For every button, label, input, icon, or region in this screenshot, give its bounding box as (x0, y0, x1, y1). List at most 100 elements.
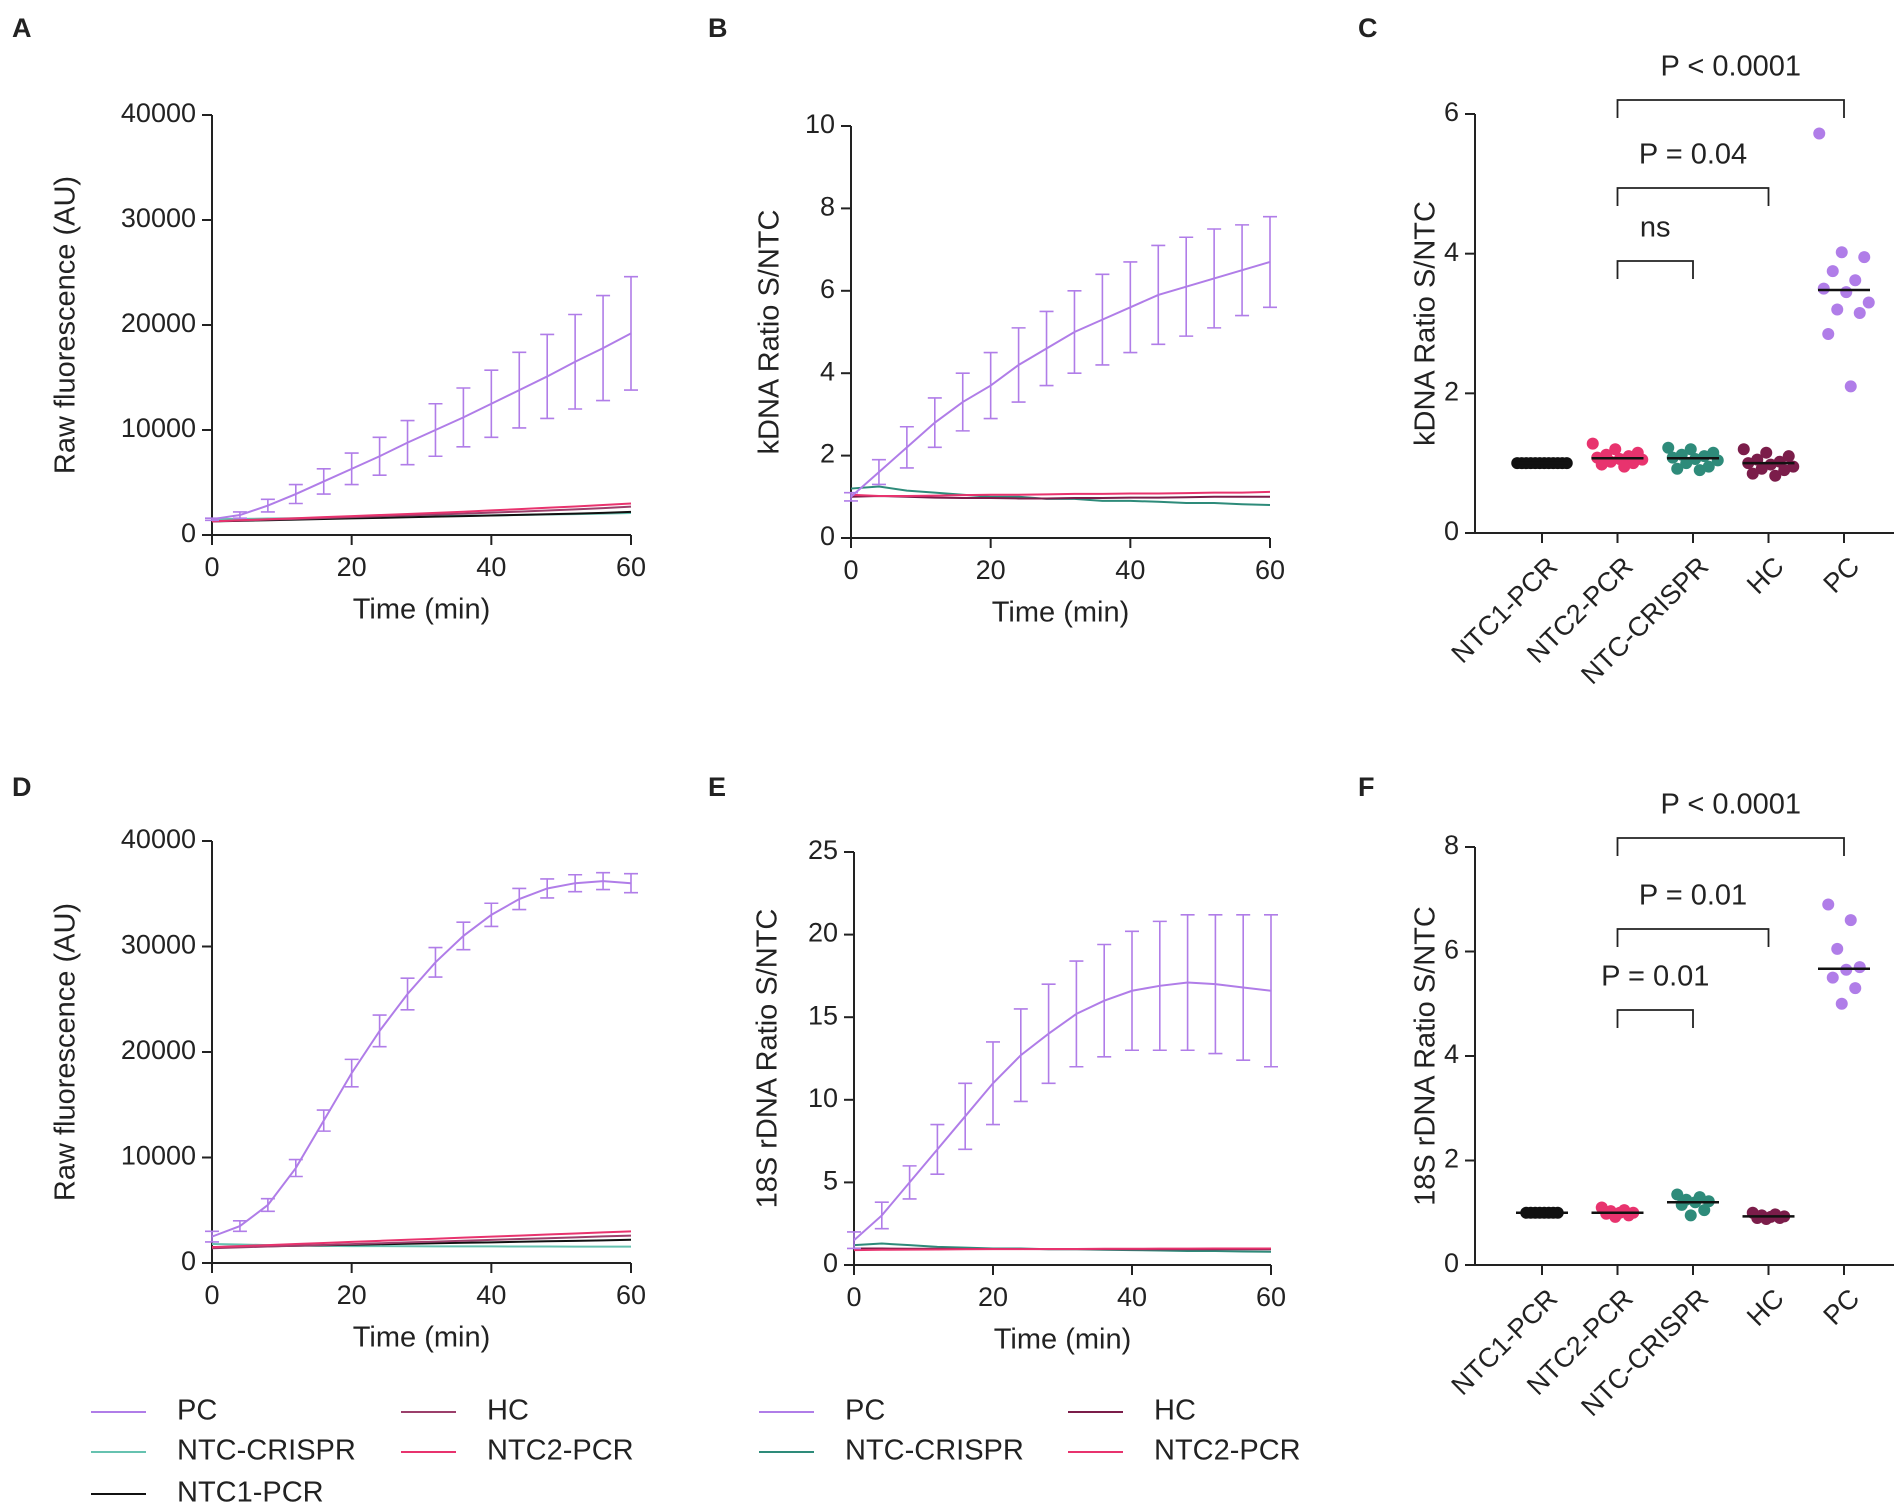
data-point (1698, 1204, 1711, 1217)
significance-label: P < 0.0001 (1660, 51, 1801, 83)
y-tick-label: 4 (820, 356, 835, 386)
panel-letter: D (12, 772, 32, 802)
y-tick-label: 10 (808, 1083, 838, 1113)
y-tick-label: 25 (808, 835, 838, 865)
data-point (1840, 286, 1853, 299)
series-line (211, 1230, 632, 1249)
y-tick-label: 2 (1444, 1144, 1459, 1174)
x-axis-title: Time (min) (353, 1322, 490, 1354)
data-point (1831, 303, 1844, 316)
data-point (1853, 307, 1866, 320)
x-tick-label: 0 (843, 555, 858, 585)
y-tick-label: 40000 (121, 98, 196, 128)
x-tick-label: 40 (476, 1280, 506, 1310)
data-point (1760, 446, 1773, 459)
data-point (1817, 282, 1830, 295)
x-tick-label: 60 (1255, 555, 1285, 585)
data-point (1662, 441, 1675, 454)
data-point (1684, 1209, 1697, 1222)
x-tick-label: 20 (978, 1282, 1008, 1312)
significance-label: P = 0.01 (1601, 961, 1709, 993)
x-axis-title: Time (min) (992, 597, 1129, 629)
y-tick-label: 8 (820, 192, 835, 222)
significance-bracket (1616, 260, 1694, 279)
y-tick-label: 15 (808, 1000, 838, 1030)
y-tick-label: 30000 (121, 203, 196, 233)
data-point (1862, 296, 1875, 309)
data-point (1702, 460, 1715, 473)
y-tick-label: 20000 (121, 1035, 196, 1065)
legend-label: NTC2-PCR (1154, 1435, 1301, 1467)
significance-label: P = 0.04 (1639, 139, 1747, 171)
series-line (853, 1247, 1271, 1252)
data-point (1849, 274, 1862, 287)
data-point (1844, 380, 1857, 393)
data-point (1835, 997, 1848, 1010)
data-point (1680, 457, 1693, 470)
x-tick-label: PC (1818, 551, 1866, 599)
legend-label: NTC-CRISPR (177, 1435, 356, 1467)
data-point (1782, 450, 1795, 463)
significance-label: P = 0.01 (1639, 880, 1747, 912)
x-tick-label: 20 (337, 1280, 367, 1310)
series-line (850, 494, 1270, 500)
y-tick-label: 2 (820, 439, 835, 469)
data-point (1773, 1211, 1786, 1224)
data-point (1627, 457, 1640, 470)
x-tick-label: 60 (616, 552, 646, 582)
y-axis-title: Raw fluorescence (AU) (50, 176, 82, 474)
data-point (1853, 961, 1866, 974)
y-tick-label: 0 (1444, 1248, 1459, 1278)
x-tick-label: HC (1741, 1283, 1790, 1332)
series-line (211, 502, 632, 523)
legend-label: PC (845, 1395, 885, 1427)
y-axis-title: Raw fluorescence (AU) (50, 903, 82, 1201)
panel-letter: B (708, 13, 728, 43)
legend-label: HC (1154, 1395, 1196, 1427)
y-tick-label: 6 (820, 274, 835, 304)
data-point (1769, 469, 1782, 482)
y-axis-title: kDNA Ratio S/NTC (754, 210, 786, 455)
series-line (850, 490, 1271, 497)
series-line (853, 981, 1272, 1241)
legend-label: NTC1-PCR (177, 1477, 324, 1509)
data-point (1822, 327, 1835, 340)
x-axis-title: Time (min) (353, 594, 490, 626)
significance-bracket (1616, 187, 1770, 206)
data-point (1671, 1188, 1684, 1201)
y-tick-label: 20 (808, 918, 838, 948)
data-point (1609, 443, 1622, 456)
y-tick-label: 0 (181, 1246, 196, 1276)
y-tick-label: 30000 (121, 930, 196, 960)
y-tick-label: 5 (823, 1166, 838, 1196)
series-line (211, 332, 632, 521)
significance-bracket (1616, 99, 1845, 118)
y-tick-label: 10000 (121, 1141, 196, 1171)
data-point (1822, 898, 1835, 911)
y-tick-label: 40000 (121, 824, 196, 854)
series-line (211, 880, 632, 1238)
data-point (1813, 127, 1826, 140)
y-tick-label: 0 (820, 521, 835, 551)
significance-bracket (1616, 928, 1770, 947)
series-line (211, 1234, 632, 1250)
legend-label: PC (177, 1395, 217, 1427)
x-tick-label: 0 (204, 552, 219, 582)
x-tick-label: 0 (846, 1282, 861, 1312)
data-point (1849, 982, 1862, 995)
x-tick-label: 60 (616, 1280, 646, 1310)
y-tick-label: 2 (1444, 376, 1459, 406)
legend-label: NTC-CRISPR (845, 1435, 1024, 1467)
y-tick-label: 0 (823, 1248, 838, 1278)
x-tick-label: 60 (1256, 1282, 1286, 1312)
significance-label: ns (1640, 212, 1671, 244)
y-tick-label: 8 (1444, 830, 1459, 860)
y-tick-label: 6 (1444, 935, 1459, 965)
y-tick-label: 4 (1444, 1039, 1459, 1069)
significance-label: P < 0.0001 (1660, 789, 1801, 821)
x-tick-label: HC (1741, 551, 1790, 600)
series-line (850, 261, 1271, 498)
significance-bracket (1616, 837, 1845, 856)
legend-label: NTC2-PCR (487, 1435, 634, 1467)
